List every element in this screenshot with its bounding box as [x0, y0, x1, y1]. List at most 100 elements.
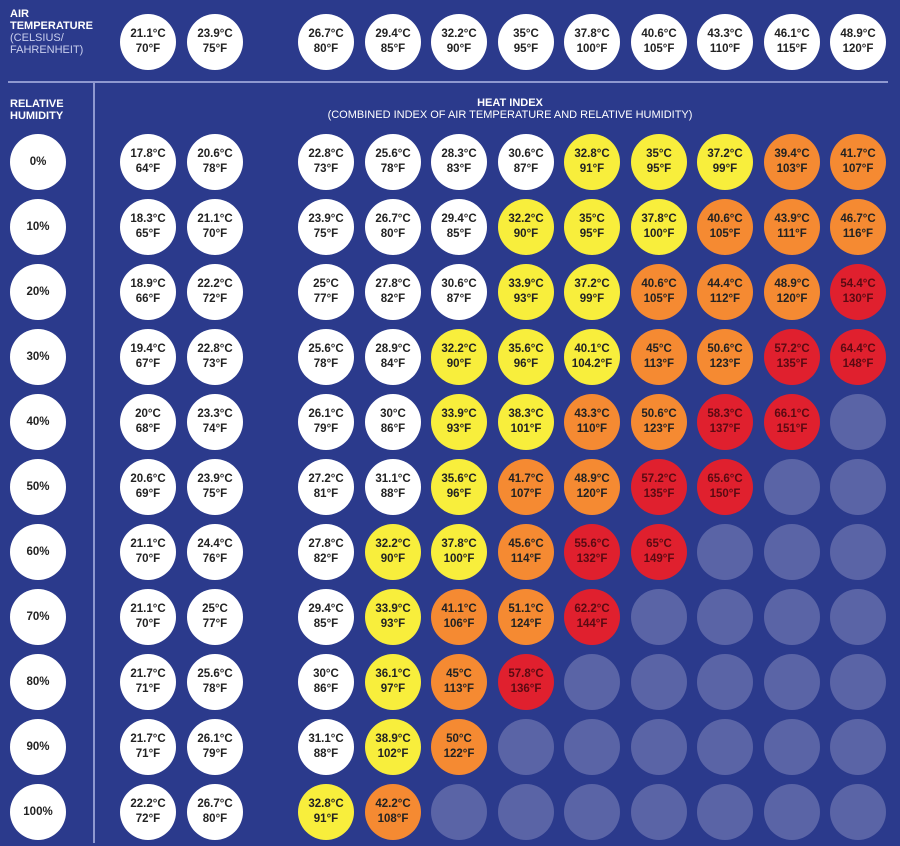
heat-index-cell: 17.8°C 64°F — [120, 134, 176, 190]
fahrenheit-label: 70°F — [202, 228, 228, 240]
celsius-label: 37.8°C — [441, 538, 477, 550]
heat-index-cell: 35°C 95°F — [564, 199, 620, 255]
heat-index-cell: 37.8°C 100°F — [631, 199, 687, 255]
celsius-label: 40.1°C — [574, 343, 610, 355]
fahrenheit-label: 85°F — [313, 618, 339, 630]
fahrenheit-label: 99°F — [712, 163, 738, 175]
celsius-label: 32.2°C — [508, 213, 544, 225]
celsius-label: 65.6°C — [707, 473, 743, 485]
fahrenheit-label: 103°F — [776, 163, 808, 175]
celsius-label: 40.6°C — [641, 278, 677, 290]
fahrenheit-label: 75°F — [313, 228, 339, 240]
heat-index-cell: 50.6°C 123°F — [631, 394, 687, 450]
celsius-label: 40% — [26, 415, 50, 428]
heat-index-cell: 27.2°C 81°F — [298, 459, 354, 515]
fahrenheit-label: 64°F — [135, 163, 161, 175]
air-temp-title: AIR TEMPERATURE — [10, 8, 93, 32]
celsius-label: 32.8°C — [308, 798, 344, 810]
fahrenheit-label: 150°F — [709, 488, 741, 500]
celsius-label: 27.8°C — [308, 538, 344, 550]
celsius-label: 41.1°C — [441, 603, 477, 615]
celsius-label: 36.1°C — [375, 668, 411, 680]
celsius-label: 27.8°C — [375, 278, 411, 290]
fahrenheit-label: 102°F — [377, 748, 409, 760]
fahrenheit-label: 100°F — [576, 43, 608, 55]
air-temp-tick: 26.7°C 80°F — [298, 14, 354, 70]
fahrenheit-label: 97°F — [380, 683, 406, 695]
celsius-label: 33.9°C — [508, 278, 544, 290]
celsius-label: 31.1°C — [375, 473, 411, 485]
celsius-label: 45°C — [446, 668, 472, 680]
air-temp-tick: 32.2°C 90°F — [431, 14, 487, 70]
celsius-label: 50°C — [446, 733, 472, 745]
celsius-label: 66.1°C — [774, 408, 810, 420]
celsius-label: 51.1°C — [508, 603, 544, 615]
celsius-label: 28.3°C — [441, 148, 477, 160]
fahrenheit-label: 149°F — [643, 553, 675, 565]
fahrenheit-label: 90°F — [380, 553, 406, 565]
humidity-tick: 30% — [10, 329, 66, 385]
fahrenheit-label: 83°F — [446, 163, 472, 175]
fahrenheit-label: 80°F — [202, 813, 228, 825]
empty-cell — [830, 394, 886, 450]
heat-index-cell: 32.2°C 90°F — [498, 199, 554, 255]
celsius-label: 43.3°C — [574, 408, 610, 420]
heat-index-cell: 33.9°C 93°F — [498, 264, 554, 320]
celsius-label: 44.4°C — [707, 278, 743, 290]
empty-cell — [498, 784, 554, 840]
celsius-label: 25.6°C — [375, 148, 411, 160]
humidity-tick: 100% — [10, 784, 66, 840]
celsius-label: 39.4°C — [774, 148, 810, 160]
heat-index-cell: 62.2°C 144°F — [564, 589, 620, 645]
heat-index-cell: 35.6°C 96°F — [431, 459, 487, 515]
air-temp-unit-note: (CELSIUS/ FAHRENHEIT) — [10, 32, 84, 56]
celsius-label: 30% — [26, 350, 50, 363]
empty-cell — [764, 784, 820, 840]
celsius-label: 50.6°C — [707, 343, 743, 355]
air-temperature-label: AIR TEMPERATURE (CELSIUS/ FAHRENHEIT) — [10, 8, 100, 56]
celsius-label: 32.2°C — [441, 28, 477, 40]
fahrenheit-label: 87°F — [446, 293, 472, 305]
heat-index-cell: 32.8°C 91°F — [298, 784, 354, 840]
heat-index-cell: 20.6°C 78°F — [187, 134, 243, 190]
fahrenheit-label: 104.2°F — [571, 358, 613, 370]
heat-index-cell: 24.4°C 76°F — [187, 524, 243, 580]
heat-index-cell: 33.9°C 93°F — [431, 394, 487, 450]
celsius-label: 25°C — [202, 603, 228, 615]
celsius-label: 62.2°C — [574, 603, 610, 615]
heat-index-cell: 27.8°C 82°F — [298, 524, 354, 580]
fahrenheit-label: 135°F — [776, 358, 808, 370]
celsius-label: 24.4°C — [197, 538, 233, 550]
celsius-label: 32.2°C — [375, 538, 411, 550]
celsius-label: 21.1°C — [130, 603, 166, 615]
heat-index-cell: 20.6°C 69°F — [120, 459, 176, 515]
celsius-label: 18.9°C — [130, 278, 166, 290]
heat-index-cell: 23.3°C 74°F — [187, 394, 243, 450]
heat-index-cell: 65.6°C 150°F — [697, 459, 753, 515]
fahrenheit-label: 77°F — [202, 618, 228, 630]
heat-index-cell: 18.3°C 65°F — [120, 199, 176, 255]
celsius-label: 41.7°C — [840, 148, 876, 160]
heat-index-cell: 22.2°C 72°F — [187, 264, 243, 320]
heat-index-cell: 30°C 86°F — [365, 394, 421, 450]
heat-index-cell: 65°C 149°F — [631, 524, 687, 580]
air-temp-tick: 37.8°C 100°F — [564, 14, 620, 70]
celsius-label: 21.1°C — [130, 28, 166, 40]
fahrenheit-label: 116°F — [842, 228, 874, 240]
fahrenheit-label: 105°F — [643, 43, 675, 55]
heat-index-cell: 32.2°C 90°F — [431, 329, 487, 385]
fahrenheit-label: 100°F — [443, 553, 475, 565]
fahrenheit-label: 72°F — [202, 293, 228, 305]
empty-cell — [631, 589, 687, 645]
fahrenheit-label: 110°F — [709, 43, 741, 55]
celsius-label: 27.2°C — [308, 473, 344, 485]
empty-cell — [830, 589, 886, 645]
heat-index-cell: 33.9°C 93°F — [365, 589, 421, 645]
humidity-tick: 70% — [10, 589, 66, 645]
fahrenheit-label: 78°F — [202, 683, 228, 695]
celsius-label: 35°C — [513, 28, 539, 40]
heat-index-cell: 41.7°C 107°F — [498, 459, 554, 515]
heat-index-cell: 28.9°C 84°F — [365, 329, 421, 385]
heat-index-cell: 35°C 95°F — [631, 134, 687, 190]
heat-index-cell: 38.9°C 102°F — [365, 719, 421, 775]
